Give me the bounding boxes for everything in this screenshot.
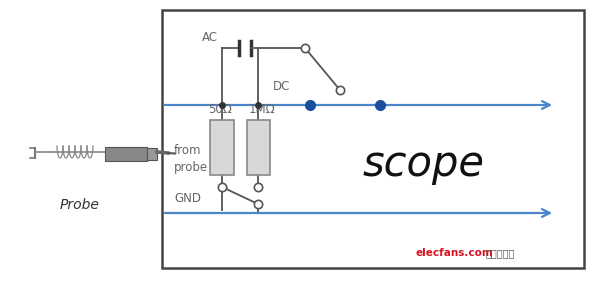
Text: GND: GND xyxy=(174,192,201,205)
Text: AC: AC xyxy=(202,31,218,44)
Text: DC: DC xyxy=(273,80,290,93)
Text: 1MΩ: 1MΩ xyxy=(249,103,276,116)
Text: elecfans.com: elecfans.com xyxy=(415,248,493,258)
Text: scope: scope xyxy=(363,143,485,185)
Bar xyxy=(210,120,234,175)
Text: Probe: Probe xyxy=(60,198,100,212)
Bar xyxy=(147,148,157,160)
Text: from
probe: from probe xyxy=(174,145,208,173)
Bar xyxy=(162,10,584,268)
Text: 50Ω: 50Ω xyxy=(208,103,232,116)
Bar xyxy=(105,147,147,161)
Bar xyxy=(247,120,270,175)
Text: 电子发烧友: 电子发烧友 xyxy=(485,248,514,258)
